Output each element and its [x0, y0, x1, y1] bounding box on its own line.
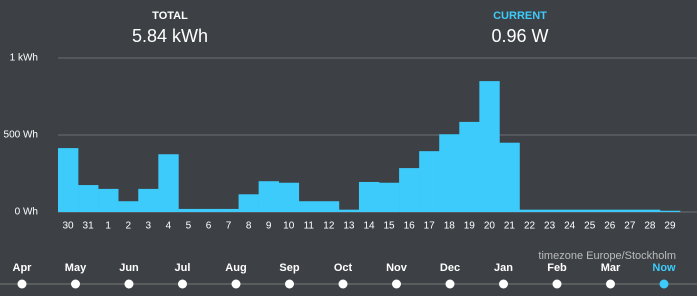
- bar: [599, 209, 621, 212]
- timeline-label[interactable]: May: [65, 262, 87, 274]
- bar: [619, 209, 641, 212]
- timeline-label[interactable]: Jul: [175, 262, 191, 274]
- bar: [559, 209, 580, 212]
- x-tick-label: 26: [604, 221, 616, 232]
- x-tick-label: 4: [166, 221, 172, 232]
- bar: [178, 208, 199, 212]
- timeline-label[interactable]: Now: [652, 262, 676, 274]
- x-tick-label: 19: [464, 221, 476, 232]
- bar: [98, 188, 119, 212]
- x-tick-label: 9: [266, 221, 272, 232]
- x-tick-label: 7: [226, 221, 232, 232]
- x-tick-label: 2: [125, 221, 131, 232]
- x-tick-label: 23: [544, 221, 556, 232]
- current-value: 0.96 W: [491, 26, 548, 46]
- bar: [258, 181, 280, 212]
- timeline-label[interactable]: Jun: [119, 262, 139, 274]
- bar: [158, 154, 179, 212]
- x-tick-label: 20: [484, 221, 496, 232]
- y-tick-label: 500 Wh: [4, 130, 38, 141]
- timeline-dot[interactable]: [71, 279, 80, 289]
- timeline-dot[interactable]: [606, 279, 615, 289]
- x-tick-label: 27: [624, 221, 636, 232]
- timeline-label[interactable]: Jan: [494, 262, 513, 274]
- y-tick-label: 1 kWh: [10, 53, 38, 64]
- bar: [218, 208, 239, 212]
- x-tick-label: 25: [584, 221, 596, 232]
- bar: [419, 151, 440, 212]
- x-tick-label: 17: [424, 221, 436, 232]
- bar: [318, 201, 340, 212]
- bar: [379, 182, 400, 212]
- bar: [539, 209, 560, 212]
- timeline-dot[interactable]: [178, 279, 187, 289]
- bar: [499, 142, 520, 212]
- bar: [459, 121, 480, 212]
- bar: [659, 210, 681, 212]
- bar: [399, 168, 420, 212]
- bar: [479, 81, 500, 212]
- total-label: TOTAL: [152, 10, 188, 22]
- bar: [298, 201, 320, 212]
- x-tick-label: 16: [404, 221, 416, 232]
- timeline-label[interactable]: Dec: [440, 262, 460, 274]
- x-tick-label: 10: [283, 221, 295, 232]
- x-tick-label: 11: [304, 221, 315, 232]
- current-label: CURRENT: [493, 10, 547, 22]
- bar: [519, 209, 540, 212]
- bar: [138, 188, 159, 212]
- y-tick-label: 0 Wh: [15, 207, 38, 218]
- x-tick-label: 12: [323, 221, 335, 232]
- timeline-dot[interactable]: [552, 279, 562, 289]
- x-tick-label: 6: [206, 221, 212, 232]
- x-tick-label: 8: [246, 221, 252, 232]
- x-tick-label: 29: [664, 221, 676, 232]
- timeline-dot[interactable]: [445, 279, 455, 289]
- timeline-dot[interactable]: [124, 279, 134, 289]
- timeline-label[interactable]: Nov: [386, 262, 408, 274]
- x-tick-label: 31: [83, 221, 95, 232]
- bar: [58, 148, 79, 212]
- x-tick-label: 1: [105, 221, 111, 232]
- x-tick-label: 24: [564, 221, 576, 232]
- bar: [338, 209, 360, 212]
- bar: [579, 209, 601, 212]
- timezone: timezone Europe/Stockholm: [538, 250, 676, 262]
- bar: [639, 209, 661, 212]
- timeline-label[interactable]: Sep: [279, 262, 299, 274]
- x-tick-label: 13: [343, 221, 355, 232]
- x-tick-label: 28: [644, 221, 656, 232]
- x-tick-label: 30: [62, 221, 74, 232]
- timeline-label[interactable]: Mar: [601, 262, 621, 274]
- x-tick-label: 18: [444, 221, 456, 232]
- bar: [198, 208, 219, 212]
- x-tick-label: 5: [186, 221, 192, 232]
- bar: [238, 194, 259, 212]
- timeline-label[interactable]: Aug: [225, 262, 246, 274]
- x-tick-label: 14: [363, 221, 375, 232]
- timeline-dot[interactable]: [499, 279, 508, 289]
- bar: [358, 181, 380, 212]
- bar: [439, 134, 460, 212]
- timeline-label[interactable]: Apr: [13, 262, 33, 274]
- timeline-dot[interactable]: [338, 279, 348, 289]
- timeline-dot[interactable]: [17, 279, 27, 289]
- timeline-dot[interactable]: [231, 279, 241, 289]
- x-tick-label: 3: [146, 221, 152, 232]
- total-value: 5.84 kWh: [132, 26, 208, 46]
- timeline-label[interactable]: Oct: [334, 262, 353, 274]
- bar: [78, 185, 99, 212]
- bar: [118, 201, 139, 212]
- timeline-dot[interactable]: [285, 279, 294, 289]
- x-tick-label: 21: [504, 221, 516, 232]
- timeline-dot[interactable]: [392, 279, 401, 289]
- x-tick-label: 15: [384, 221, 396, 232]
- timeline-dot[interactable]: [659, 279, 669, 289]
- bar: [278, 182, 300, 212]
- timeline-label[interactable]: Feb: [547, 262, 567, 274]
- x-tick-label: 22: [524, 221, 536, 232]
